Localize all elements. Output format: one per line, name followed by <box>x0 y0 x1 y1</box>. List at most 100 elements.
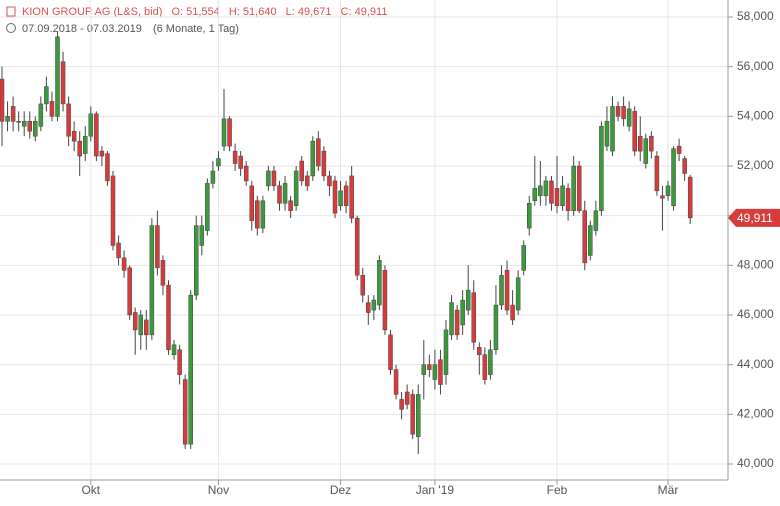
candle-body <box>565 188 571 211</box>
candle-body <box>177 349 182 375</box>
candle-body <box>305 175 310 187</box>
candle-body <box>593 210 599 231</box>
x-tick-label: Mär <box>658 483 679 497</box>
candle-body <box>360 275 365 296</box>
candle-body <box>77 140 82 157</box>
candle-body <box>260 200 266 229</box>
candle-body <box>421 364 427 375</box>
y-tick-label: 46,000 <box>737 307 774 321</box>
candle-body <box>443 329 449 375</box>
candle-body <box>649 135 654 152</box>
candle-body <box>238 155 243 169</box>
candle-body <box>488 349 493 375</box>
candle-body <box>643 138 649 164</box>
candle-body <box>88 113 94 137</box>
candle-body <box>277 185 282 204</box>
candle-body <box>515 277 521 311</box>
candle-body <box>454 309 460 336</box>
candle-body <box>665 185 671 197</box>
y-tick-label: 52,000 <box>737 158 774 172</box>
candle-body <box>33 121 38 137</box>
candle-body <box>366 302 371 313</box>
candle-body <box>599 126 604 211</box>
candle-body <box>227 118 232 147</box>
candle-body <box>116 242 121 259</box>
candle-body <box>255 200 260 229</box>
candle-body <box>194 225 199 296</box>
candle-body <box>243 165 249 182</box>
candle-body <box>205 183 210 231</box>
x-tick-label: Nov <box>208 483 229 497</box>
candle-body <box>427 364 432 370</box>
x-tick-label: Feb <box>547 483 568 497</box>
candle-body <box>604 121 610 147</box>
x-tick-label: Dez <box>330 483 351 497</box>
candle-body <box>410 394 415 435</box>
candle-body <box>44 86 49 105</box>
y-tick-label: 48,000 <box>737 258 774 272</box>
candle-body <box>554 188 560 206</box>
candle-body <box>5 116 10 122</box>
candle-body <box>354 217 360 276</box>
candle-body <box>571 165 576 211</box>
candle-body <box>321 150 327 177</box>
last-price-label: 49,911 <box>737 211 773 225</box>
candle-body <box>166 284 171 351</box>
candle-body <box>216 158 221 167</box>
candle-body <box>327 175 332 187</box>
candle-body <box>49 101 55 117</box>
close-label: C: 49,911 <box>341 6 388 18</box>
candle-body <box>171 344 177 355</box>
candle-body <box>482 354 488 380</box>
candle-body <box>332 180 338 214</box>
candle-body <box>560 185 565 206</box>
candle-body <box>477 347 482 355</box>
candle-body <box>393 369 399 395</box>
candle-body <box>682 158 687 174</box>
candle-body <box>127 267 132 316</box>
candle-body <box>282 183 288 204</box>
candle-body <box>543 180 549 197</box>
candle-body <box>55 36 60 117</box>
candle-body <box>510 304 515 321</box>
candle-body <box>438 359 443 385</box>
candle-body <box>371 299 377 311</box>
candle-body <box>343 185 349 206</box>
candle-body <box>132 312 138 331</box>
candle-body <box>660 195 665 199</box>
candle-body <box>21 121 27 127</box>
candle-body <box>615 106 621 117</box>
candle-body <box>0 78 5 122</box>
candle-body <box>83 135 88 154</box>
candle-body <box>399 399 404 410</box>
candle-body <box>316 138 321 167</box>
candle-body <box>465 289 471 311</box>
header: KION GROUP AG (L&S, bid) O: 51,554 H: 51… <box>22 6 387 18</box>
period: (6 Monate, 1 Tag) <box>153 23 239 35</box>
candle-body <box>654 155 660 192</box>
y-tick-label: 56,000 <box>737 59 774 73</box>
y-tick-label: 40,000 <box>737 456 774 470</box>
candle-body <box>271 170 277 187</box>
x-tick-label: Jan '19 <box>416 483 455 497</box>
candle-body <box>266 170 271 187</box>
candle-body <box>416 394 421 437</box>
candle-body <box>105 153 110 182</box>
candle-body <box>232 150 238 164</box>
candle-body <box>149 225 155 336</box>
candle-body <box>221 118 227 147</box>
x-tick-label: Okt <box>81 483 100 497</box>
candle-body <box>288 200 293 211</box>
icon <box>6 6 16 17</box>
last-price-marker <box>728 208 780 227</box>
candle-body <box>449 302 454 336</box>
candle-body <box>349 175 354 219</box>
candle-body <box>621 106 626 120</box>
candle-body <box>404 391 410 405</box>
candle-body <box>27 121 32 132</box>
candle-body <box>338 190 343 206</box>
candle-body <box>16 121 21 123</box>
candle-body <box>310 140 316 177</box>
candle-body <box>60 61 66 105</box>
